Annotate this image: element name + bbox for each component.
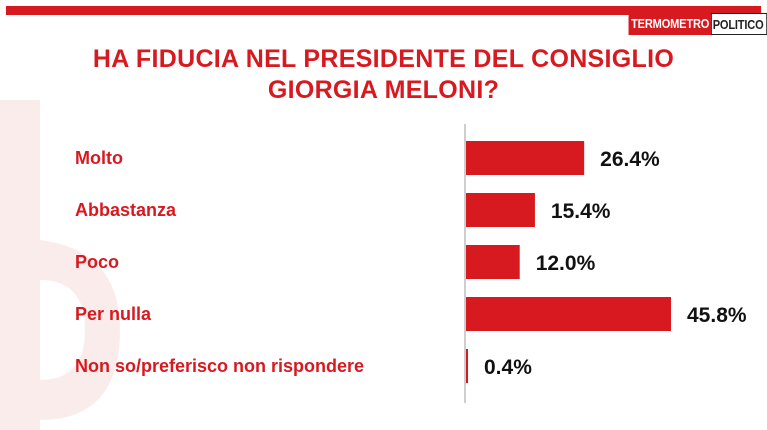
value-label: 26.4% xyxy=(600,148,660,171)
value-label: 15.4% xyxy=(551,200,611,223)
bar xyxy=(466,141,585,175)
chart-title-line-2: GIORGIA MELONI? xyxy=(267,76,500,104)
bar xyxy=(466,297,671,331)
background-logo-watermark xyxy=(0,100,120,430)
category-label: Per nulla xyxy=(75,304,152,324)
logo-text-politico: POLITICO xyxy=(710,13,767,35)
top-accent-bar xyxy=(6,6,761,15)
value-label: 45.8% xyxy=(687,304,747,327)
category-label: Poco xyxy=(75,252,119,272)
category-label: Non so/preferisco non rispondere xyxy=(75,356,364,376)
bar xyxy=(466,349,468,383)
termometro-politico-logo: TERMOMETRO POLITICO xyxy=(614,13,767,35)
chart-title-line-1: HA FIDUCIA NEL PRESIDENTE DEL CONSIGLIO xyxy=(92,45,675,73)
chart-title: HA FIDUCIA NEL PRESIDENTE DEL CONSIGLIO … xyxy=(0,44,767,106)
category-label: Abbastanza xyxy=(75,200,177,220)
logo-text-termometro: TERMOMETRO xyxy=(628,13,711,35)
value-label: 0.4% xyxy=(484,356,532,379)
value-label: 12.0% xyxy=(536,252,596,275)
bars-group: Molto 26.4% Abbastanza 15.4% Poco 12.0% Per nu… xyxy=(75,141,747,383)
bar xyxy=(466,245,520,279)
bar xyxy=(466,193,535,227)
category-label: Molto xyxy=(75,148,123,168)
